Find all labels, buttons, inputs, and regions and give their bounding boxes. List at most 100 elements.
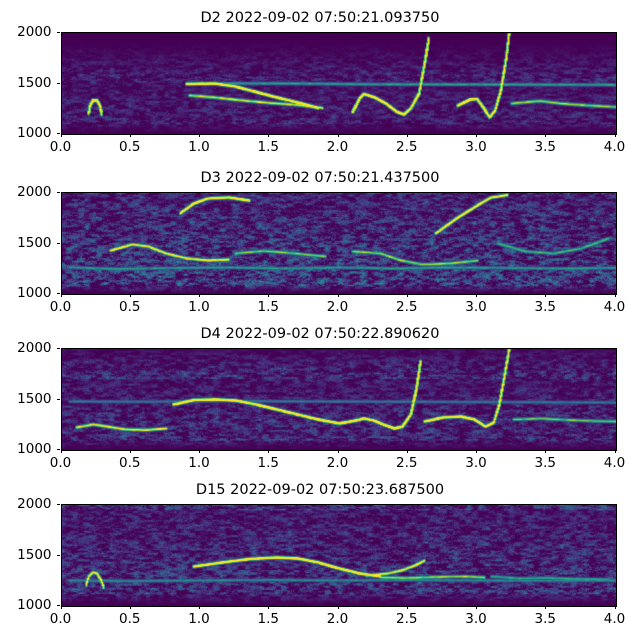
x-tick-label: 2.0	[326, 611, 349, 627]
y-tick-mark	[56, 242, 60, 244]
x-tick-label: 3.0	[465, 455, 487, 471]
x-tick-mark	[614, 605, 616, 609]
x-tick-mark	[476, 449, 477, 453]
y-tick-mark	[56, 398, 60, 400]
y-tick-label: 2000	[17, 340, 52, 356]
subplot-title: D15 2022-09-02 07:50:23.687500	[195, 482, 445, 498]
x-tick-mark	[60, 293, 62, 297]
y-tick-mark	[56, 605, 60, 606]
x-tick-label: 3.0	[465, 611, 487, 627]
y-tick-label: 2000	[17, 184, 52, 200]
x-tick-mark	[199, 133, 200, 137]
x-tick-label: 3.5	[534, 139, 556, 155]
y-tick-label: 1500	[17, 234, 52, 251]
x-tick-mark	[268, 293, 270, 297]
x-tick-label: 3.0	[465, 299, 487, 315]
x-tick-label: 2.5	[396, 299, 418, 315]
x-tick-mark	[129, 449, 131, 453]
x-tick-mark	[129, 605, 131, 609]
x-tick-mark	[199, 605, 200, 609]
x-tick-mark	[60, 605, 62, 609]
y-tick-label: 1000	[17, 125, 52, 141]
x-tick-label: 1.0	[188, 455, 210, 471]
x-tick-label: 2.0	[326, 455, 349, 471]
spectrogram-image	[61, 193, 616, 294]
x-tick-label: 4.0	[603, 455, 626, 471]
spectrogram-image	[61, 505, 616, 606]
x-tick-label: 0.0	[49, 455, 72, 471]
spectrogram-image	[61, 349, 616, 450]
y-tick-mark	[56, 133, 60, 134]
y-tick-mark	[56, 348, 60, 349]
x-tick-label: 1.5	[257, 455, 279, 471]
x-tick-label: 3.0	[465, 139, 487, 155]
x-tick-mark	[614, 133, 616, 137]
y-tick-label: 1000	[17, 285, 52, 301]
x-tick-label: 4.0	[603, 611, 626, 627]
x-tick-label: 3.5	[534, 299, 556, 315]
spectrogram-axes	[60, 32, 617, 135]
x-tick-mark	[337, 449, 339, 453]
y-tick-mark	[56, 449, 60, 450]
x-tick-mark	[199, 449, 200, 453]
y-tick-mark	[56, 293, 60, 294]
x-tick-label: 2.0	[326, 139, 349, 155]
y-tick-mark	[56, 554, 60, 556]
x-tick-label: 1.5	[257, 139, 279, 155]
x-tick-mark	[129, 133, 131, 137]
x-tick-mark	[614, 293, 616, 297]
x-tick-label: 1.0	[188, 611, 210, 627]
x-tick-label: 0.5	[119, 139, 141, 155]
x-tick-mark	[406, 449, 408, 453]
x-tick-label: 2.5	[396, 455, 418, 471]
x-tick-mark	[614, 449, 616, 453]
y-tick-label: 1500	[17, 546, 52, 563]
x-tick-mark	[476, 133, 477, 137]
x-tick-mark	[406, 605, 408, 609]
spectrogram-axes	[60, 504, 617, 607]
y-tick-label: 1000	[17, 597, 52, 613]
x-tick-label: 0.5	[119, 299, 141, 315]
x-tick-mark	[268, 605, 270, 609]
x-tick-mark	[545, 133, 547, 137]
x-tick-label: 1.5	[257, 611, 279, 627]
x-tick-mark	[545, 449, 547, 453]
x-tick-mark	[60, 449, 62, 453]
y-tick-mark	[56, 82, 60, 84]
y-tick-label: 2000	[17, 496, 52, 512]
spectrogram-axes	[60, 192, 617, 295]
x-tick-mark	[337, 605, 339, 609]
x-tick-label: 4.0	[603, 299, 626, 315]
x-tick-label: 2.0	[326, 299, 349, 315]
x-tick-label: 2.5	[396, 611, 418, 627]
x-tick-label: 0.0	[49, 139, 72, 155]
x-tick-label: 3.5	[534, 611, 556, 627]
y-tick-label: 2000	[17, 24, 52, 40]
x-tick-mark	[199, 293, 200, 297]
x-tick-mark	[476, 293, 477, 297]
y-tick-label: 1500	[17, 74, 52, 91]
x-tick-mark	[337, 293, 339, 297]
x-tick-mark	[60, 133, 62, 137]
x-tick-mark	[268, 449, 270, 453]
x-tick-label: 0.5	[119, 611, 141, 627]
x-tick-mark	[545, 605, 547, 609]
x-tick-mark	[406, 133, 408, 137]
subplot-title: D2 2022-09-02 07:50:21.093750	[200, 10, 440, 26]
y-tick-mark	[56, 192, 60, 193]
y-tick-label: 1500	[17, 390, 52, 407]
spectrogram-axes	[60, 348, 617, 451]
y-tick-label: 1000	[17, 441, 52, 457]
y-tick-mark	[56, 504, 60, 505]
x-tick-mark	[129, 293, 131, 297]
spectrogram-image	[61, 33, 616, 134]
x-tick-mark	[337, 133, 339, 137]
x-tick-label: 3.5	[534, 455, 556, 471]
x-tick-label: 2.5	[396, 139, 418, 155]
x-tick-label: 0.0	[49, 299, 72, 315]
y-tick-mark	[56, 32, 60, 33]
x-tick-mark	[406, 293, 408, 297]
x-tick-label: 1.0	[188, 299, 210, 315]
x-tick-label: 1.5	[257, 299, 279, 315]
